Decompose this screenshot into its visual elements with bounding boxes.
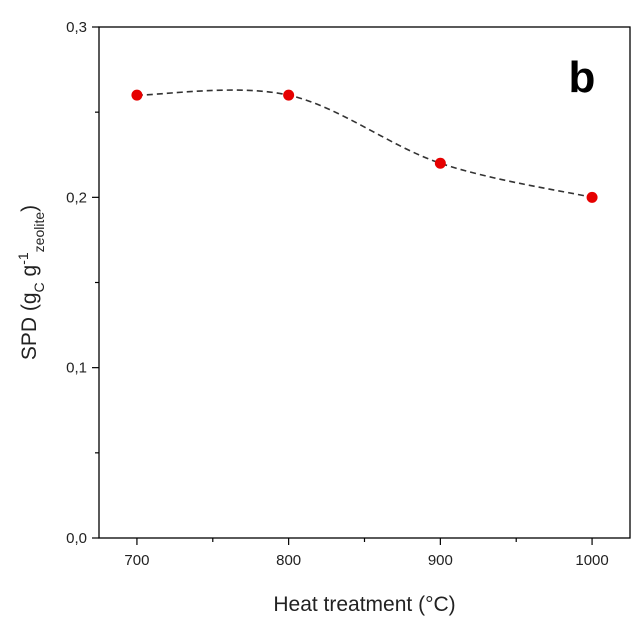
y-axis-title: SPD (gC g-1zeolite) xyxy=(15,205,47,360)
plot-frame xyxy=(98,26,631,539)
y-tick-label: 0,2 xyxy=(66,189,87,206)
y-axis-ticks: 0,0 0,1 0,2 0,3 xyxy=(66,19,99,547)
data-point xyxy=(586,191,598,203)
x-axis-ticks: 700 800 900 1000 xyxy=(124,538,609,569)
y-tick-label: 0,3 xyxy=(66,19,87,36)
x-tick-label: 800 xyxy=(276,552,301,569)
x-tick-label: 700 xyxy=(124,552,149,569)
y-title-sup: -1 xyxy=(15,252,31,265)
y-title-main: SPD (g xyxy=(18,292,41,360)
data-point xyxy=(131,89,143,101)
panel-label: b xyxy=(569,53,596,102)
y-tick-label: 0,0 xyxy=(66,530,87,547)
data-point xyxy=(283,89,295,101)
y-title-sub-zeolite: zeolite xyxy=(31,212,47,253)
data-points xyxy=(131,89,598,203)
y-title-sub-c: C xyxy=(31,282,47,292)
y-tick-label: 0,1 xyxy=(66,360,87,377)
x-tick-label: 1000 xyxy=(575,552,608,569)
y-title-end: ) xyxy=(18,205,41,212)
x-tick-label: 900 xyxy=(428,552,453,569)
y-title-mid: g xyxy=(18,265,41,283)
x-axis-title: Heat treatment (°C) xyxy=(273,593,455,616)
fit-curve xyxy=(136,89,593,199)
data-point xyxy=(434,157,446,169)
